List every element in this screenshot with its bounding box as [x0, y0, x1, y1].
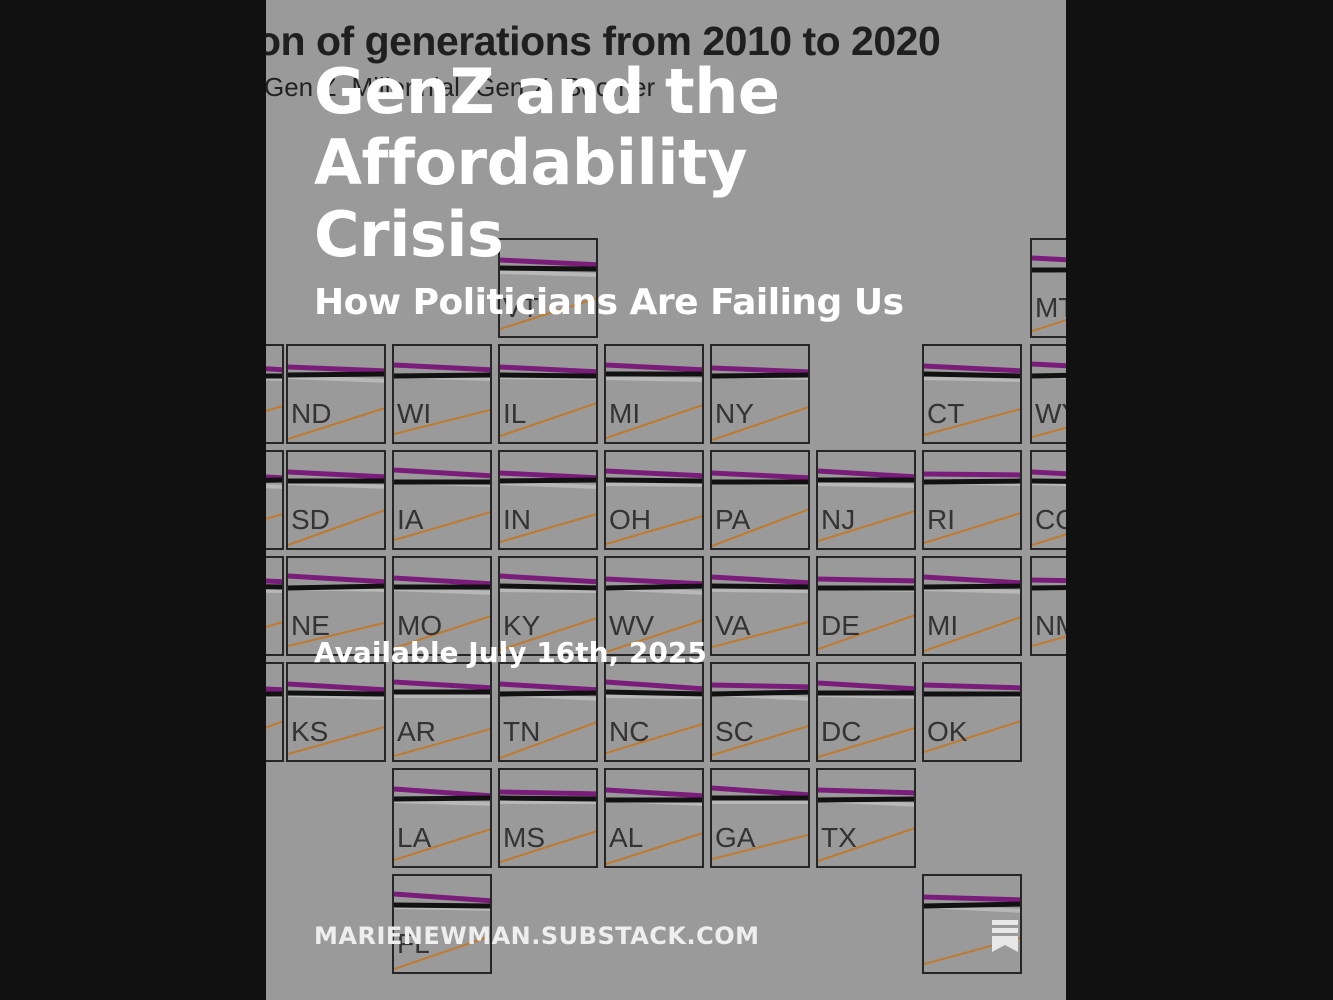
state-tile: VT — [498, 238, 598, 338]
cover-card: on of generations from 2010 to 2020 Gen … — [266, 0, 1066, 1000]
state-label: NJ — [821, 504, 856, 535]
state-label: WY — [1035, 398, 1066, 429]
state-tile: SC — [710, 662, 810, 762]
state-tile: NY — [710, 344, 810, 444]
legend-genz: Gen Z — [266, 72, 337, 102]
background-chart: on of generations from 2010 to 2020 Gen … — [266, 0, 1066, 1000]
state-label: WV — [609, 610, 655, 641]
state-label: KY — [503, 610, 541, 641]
state-tile: DC — [816, 662, 916, 762]
state-label: AR — [397, 716, 436, 747]
state-tile — [266, 344, 284, 444]
state-label: LA — [397, 822, 432, 853]
state-label: PA — [715, 504, 751, 535]
state-label: DE — [821, 610, 860, 641]
state-tile: WV — [604, 556, 704, 656]
legend-boomer: Boomer — [564, 72, 656, 102]
legend-genx: Gen X — [475, 72, 549, 102]
state-tile: OH — [604, 450, 704, 550]
state-tile: IA — [392, 450, 492, 550]
state-tile — [266, 662, 284, 762]
state-tile: CO — [1030, 450, 1066, 550]
state-tile — [266, 556, 284, 656]
availability-date: Available July 16th, 2025 — [314, 636, 707, 669]
state-label: RI — [927, 504, 955, 535]
state-label: SC — [715, 716, 754, 747]
chart-legend: Gen Z Millennial Gen X Boomer — [266, 72, 663, 103]
state-label: DC — [821, 716, 862, 747]
state-tile: SD — [286, 450, 386, 550]
state-label: IA — [397, 504, 424, 535]
state-label: CO — [1035, 504, 1066, 535]
state-label: IN — [503, 504, 531, 535]
state-label: KS — [291, 716, 329, 747]
state-label: WI — [397, 398, 432, 429]
site-url[interactable]: MARIENEWMAN.SUBSTACK.COM — [314, 922, 760, 950]
state-tile: IL — [498, 344, 598, 444]
state-label: GA — [715, 822, 756, 853]
state-label: IL — [503, 398, 527, 429]
state-label: MS — [503, 822, 545, 853]
state-tile: LA — [392, 768, 492, 868]
state-tile: AR — [392, 662, 492, 762]
state-tile: IN — [498, 450, 598, 550]
state-tile: NJ — [816, 450, 916, 550]
state-label: OH — [609, 504, 651, 535]
state-label: TX — [821, 822, 857, 853]
state-tile: KS — [286, 662, 386, 762]
state-label: OK — [927, 716, 968, 747]
state-label: VA — [715, 610, 751, 641]
state-tile: NM — [1030, 556, 1066, 656]
state-label: MI — [927, 610, 959, 641]
state-label: TN — [503, 716, 541, 747]
legend-millennial: Millennial — [351, 72, 460, 102]
state-label: ND — [291, 398, 332, 429]
state-tile: MS — [498, 768, 598, 868]
state-label: NE — [291, 610, 330, 641]
state-tile: TX — [816, 768, 916, 868]
state-label: SD — [291, 504, 330, 535]
book-title: GenZ and the Affordability Crisis — [314, 55, 780, 271]
bookmark-icon[interactable] — [992, 920, 1018, 952]
state-tile: MI — [604, 344, 704, 444]
state-tile: NE — [286, 556, 386, 656]
state-label: VT — [503, 292, 539, 323]
state-label: MI — [609, 398, 641, 429]
state-label: NM — [1035, 610, 1066, 641]
state-tile: AL — [604, 768, 704, 868]
state-tile: GA — [710, 768, 810, 868]
state-tile: CT — [922, 344, 1022, 444]
state-label: AL — [609, 822, 644, 853]
state-label: NC — [609, 716, 650, 747]
state-tile: KY — [498, 556, 598, 656]
state-tile: MI — [922, 556, 1022, 656]
state-tile: VA — [710, 556, 810, 656]
state-tile: RI — [922, 450, 1022, 550]
book-subtitle: How Politicians Are Failing Us — [314, 282, 904, 323]
state-tile: WY — [1030, 344, 1066, 444]
state-tile: OK — [922, 662, 1022, 762]
state-tile: MT — [1030, 238, 1066, 338]
state-label: MT — [1035, 292, 1066, 323]
state-label: MO — [397, 610, 443, 641]
state-tile: TN — [498, 662, 598, 762]
state-tile: WI — [392, 344, 492, 444]
state-tile: DE — [816, 556, 916, 656]
state-tile — [922, 874, 1022, 974]
state-tile: MO — [392, 556, 492, 656]
state-label: CT — [927, 398, 965, 429]
state-tile: NC — [604, 662, 704, 762]
state-label: NY — [715, 398, 754, 429]
state-tile — [266, 450, 284, 550]
state-tile: ND — [286, 344, 386, 444]
chart-heading: on of generations from 2010 to 2020 — [266, 18, 941, 64]
state-label: FL — [397, 928, 430, 959]
state-tile: PA — [710, 450, 810, 550]
state-tile: FL — [392, 874, 492, 974]
